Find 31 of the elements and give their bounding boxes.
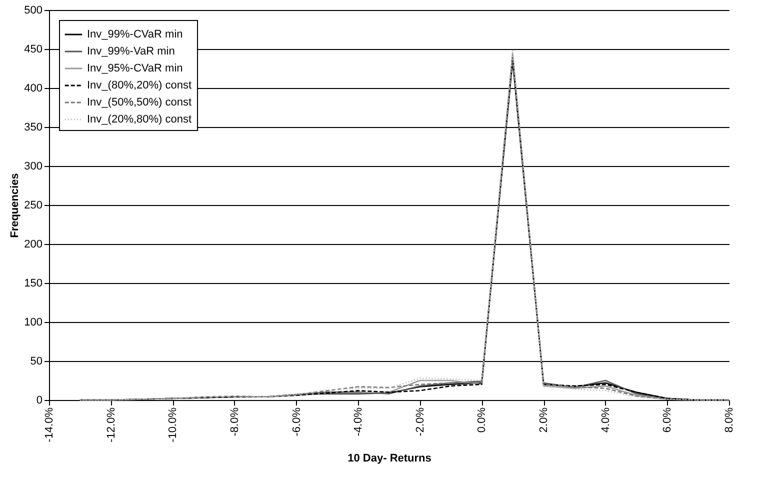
y-tick-label: 300 bbox=[24, 160, 42, 172]
x-tick-label: -4.0% bbox=[352, 407, 365, 436]
y-tick-label: 450 bbox=[24, 44, 42, 56]
y-tick-label: 50 bbox=[30, 356, 42, 368]
y-tick-label: 400 bbox=[24, 82, 42, 94]
x-tick-label: 8.0% bbox=[724, 407, 736, 433]
legend-label: Inv_99%-CVaR min bbox=[87, 28, 183, 40]
legend-label: Inv_(20%,80%) const bbox=[87, 114, 192, 126]
legend-label: Inv_(50%,50%) const bbox=[87, 96, 192, 108]
legend-label: Inv_99%-VaR min bbox=[87, 46, 175, 58]
x-tick-label: -6.0% bbox=[290, 407, 303, 436]
y-tick-label: 150 bbox=[24, 278, 42, 290]
x-tick-label: -8.0% bbox=[228, 407, 241, 436]
x-tick-label: 0.0% bbox=[476, 407, 488, 433]
y-tick-label: 0 bbox=[36, 394, 42, 406]
x-tick-label: 2.0% bbox=[538, 407, 550, 433]
x-tick-label: -14.0% bbox=[44, 407, 56, 442]
y-axis-title: Frequencies bbox=[9, 173, 22, 238]
x-tick-label: -12.0% bbox=[105, 407, 118, 442]
x-tick-label: 6.0% bbox=[662, 407, 674, 433]
x-tick-label: 4.0% bbox=[600, 407, 612, 433]
x-tick-label: -10.0% bbox=[167, 407, 180, 442]
x-axis-title: 10 Day- Returns bbox=[348, 452, 432, 464]
y-tick-label: 200 bbox=[24, 238, 42, 250]
y-tick-label: 100 bbox=[24, 316, 42, 328]
y-tick-label: 350 bbox=[24, 122, 42, 134]
y-tick-label: 250 bbox=[24, 200, 42, 212]
legend-label: Inv_(80%,20%) const bbox=[87, 80, 192, 92]
legend-label: Inv_95%-CVaR min bbox=[87, 62, 183, 74]
y-tick-label: 500 bbox=[24, 4, 42, 16]
x-tick-label: -2.0% bbox=[414, 407, 426, 436]
